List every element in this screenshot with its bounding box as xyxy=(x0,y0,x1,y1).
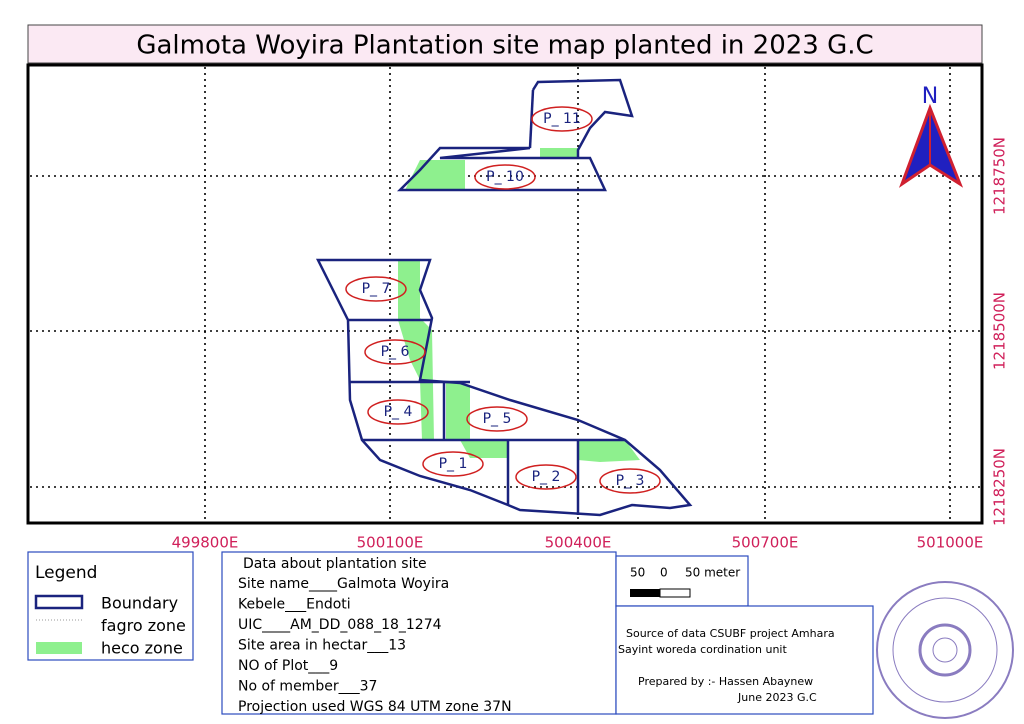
prepared-line: June 2023 G.C xyxy=(737,691,817,704)
x-grid-label: 499800E xyxy=(172,534,239,552)
plot-label: P_ 5 xyxy=(483,411,512,427)
plot-label: P_ 4 xyxy=(384,404,413,420)
scale-bar xyxy=(630,589,660,597)
plot-marker xyxy=(466,406,528,432)
plot-label: P_ 11 xyxy=(543,111,581,127)
source-line: Sayint woreda cordination unit xyxy=(618,643,787,656)
plot-marker xyxy=(474,164,536,190)
data-box xyxy=(221,551,617,715)
scale-label: 50 meter xyxy=(685,566,740,580)
legend-symbol xyxy=(36,642,82,654)
plot-marker xyxy=(364,339,426,365)
scale-label: 0 xyxy=(660,566,668,580)
north-label: N xyxy=(922,84,938,109)
boundaries xyxy=(315,78,693,517)
title: Galmota Woyira Plantation site map plant… xyxy=(136,31,873,61)
x-grid-label: 501000E xyxy=(917,534,984,552)
title-box xyxy=(27,24,983,64)
plot-label: P_ 7 xyxy=(362,281,391,297)
scale-label: 50 xyxy=(630,566,645,580)
plot-label: P_ 6 xyxy=(381,344,410,360)
source-line: Source of data CSUBF project Amhara xyxy=(626,627,835,640)
plot-label: P_ 2 xyxy=(532,469,561,485)
data-line: NO of Plot___9 xyxy=(238,658,338,674)
plot-marker xyxy=(599,468,661,494)
plot-label: P_ 1 xyxy=(439,456,468,472)
data-line: Site area in hectar___13 xyxy=(238,638,406,654)
heco-zones xyxy=(398,148,640,462)
stamp xyxy=(876,581,1014,719)
prepared-line: Prepared by :- Hassen Abaynew xyxy=(638,675,813,688)
north-arrow xyxy=(898,103,964,188)
legend-item: fagro zone xyxy=(101,616,186,635)
plot-marker xyxy=(515,464,577,490)
x-grid-label: 500100E xyxy=(357,534,424,552)
legend-item: Boundary xyxy=(101,594,178,613)
plot-label: P_ 10 xyxy=(486,169,524,185)
data-title: Data about plantation site xyxy=(243,556,427,572)
plot-marker xyxy=(367,399,429,425)
plot-marker xyxy=(531,106,593,132)
data-line: No of member___37 xyxy=(238,679,377,695)
y-grid-label: 1218750N xyxy=(991,137,1009,215)
plot-marker xyxy=(345,276,407,302)
y-grid-label: 1218250N xyxy=(991,448,1009,526)
source-box xyxy=(615,605,874,715)
scale-box xyxy=(615,555,749,607)
data-line: UIC____AM_DD_088_18_1274 xyxy=(238,617,442,633)
scale-bar xyxy=(659,588,691,598)
data-line: Site name____Galmota Woyira xyxy=(238,576,449,592)
data-line: Kebele___Endoti xyxy=(238,597,351,613)
data-line: Projection used WGS 84 UTM zone 37N xyxy=(238,699,512,715)
y-grid-label: 1218500N xyxy=(991,292,1009,370)
x-grid-label: 500700E xyxy=(732,534,799,552)
plot-marker xyxy=(422,451,484,477)
legend-title: Legend xyxy=(35,563,97,583)
legend-item: heco zone xyxy=(101,639,183,658)
legend-symbol xyxy=(34,594,84,610)
x-grid-label: 500400E xyxy=(545,534,612,552)
plot-label: P_ 3 xyxy=(616,473,645,489)
